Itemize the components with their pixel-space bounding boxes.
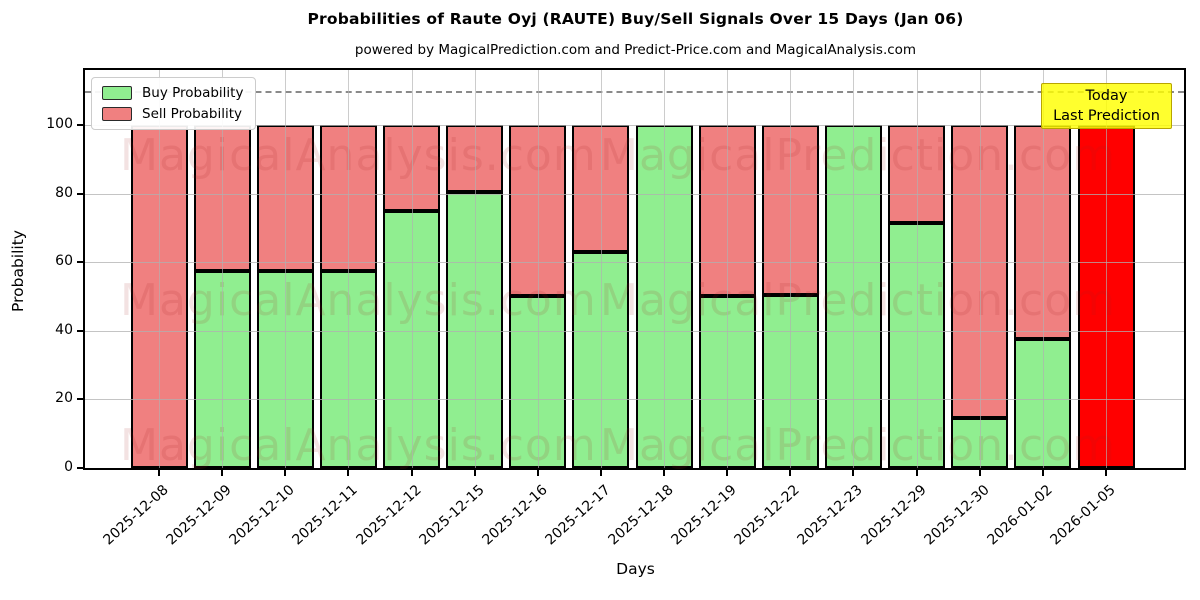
legend-item: Sell Probability — [102, 106, 243, 122]
watermark-text: MagicalPrediction.com — [600, 420, 1116, 471]
y-axis-label: Probability — [9, 230, 27, 312]
y-tick-mark — [77, 329, 83, 332]
legend-item: Buy Probability — [102, 85, 243, 101]
y-tick-label: 0 — [64, 459, 73, 475]
y-tick-mark — [77, 192, 83, 195]
watermark-text: MagicalAnalysis.com — [120, 275, 597, 326]
legend-item-label: Sell Probability — [142, 106, 243, 122]
x-tick-mark — [473, 470, 476, 476]
horizontal-gridline — [85, 399, 1184, 401]
vertical-gridline — [285, 70, 287, 468]
vertical-gridline — [474, 70, 476, 468]
vertical-gridline — [222, 70, 224, 468]
x-tick-mark — [789, 470, 792, 476]
x-tick-mark — [284, 470, 287, 476]
watermark-text: MagicalPrediction.com — [600, 130, 1116, 181]
legend-swatch — [102, 86, 132, 100]
horizontal-gridline — [85, 193, 1184, 195]
y-tick-label: 60 — [55, 253, 73, 270]
x-tick-mark — [158, 470, 160, 476]
watermark-text: MagicalAnalysis.com — [120, 420, 597, 471]
chart-title: Probabilities of Raute Oyj (RAUTE) Buy/S… — [307, 10, 964, 28]
x-tick-mark — [915, 470, 918, 476]
x-tick-mark — [347, 470, 350, 476]
vertical-gridline — [600, 70, 602, 468]
vertical-gridline — [537, 70, 539, 468]
vertical-gridline — [790, 70, 792, 468]
watermark-text: MagicalPrediction.com — [600, 275, 1116, 326]
today-annotation: Today Last Prediction — [1041, 83, 1172, 129]
x-tick-mark — [852, 470, 855, 476]
x-tick-mark — [726, 470, 729, 476]
vertical-gridline — [916, 70, 918, 468]
watermark-text: MagicalAnalysis.com — [120, 130, 597, 181]
vertical-gridline — [1106, 70, 1107, 468]
today-annotation-line2: Last Prediction — [1053, 108, 1160, 124]
y-tick-label: 20 — [55, 390, 73, 407]
vertical-gridline — [727, 70, 729, 468]
dashed-threshold-line — [85, 90, 1184, 93]
horizontal-gridline — [85, 124, 1184, 126]
y-tick-mark — [77, 467, 83, 469]
x-tick-mark — [599, 470, 602, 476]
x-tick-mark — [221, 470, 224, 476]
x-axis-label: Days — [616, 560, 655, 578]
vertical-gridline — [411, 70, 413, 468]
y-tick-label: 80 — [55, 184, 73, 201]
y-tick-mark — [77, 398, 83, 401]
chart-subtitle: powered by MagicalPrediction.com and Pre… — [354, 42, 917, 58]
horizontal-gridline — [85, 330, 1184, 332]
vertical-gridline — [853, 70, 855, 468]
x-tick-mark — [1105, 470, 1107, 476]
x-tick-mark — [1041, 470, 1044, 476]
legend-item-label: Buy Probability — [142, 85, 244, 101]
vertical-gridline — [664, 70, 666, 468]
x-tick-mark — [663, 470, 666, 476]
horizontal-gridline — [85, 262, 1184, 264]
legend-swatch — [102, 107, 132, 121]
legend: Buy Probability Sell Probability — [91, 77, 257, 130]
vertical-gridline — [159, 70, 160, 468]
vertical-gridline — [1042, 70, 1044, 468]
y-tick-label: 40 — [55, 321, 73, 338]
x-tick-mark — [978, 470, 981, 476]
x-tick-mark — [410, 470, 413, 476]
plot-area: MagicalAnalysis.com MagicalPrediction.com… — [85, 70, 1184, 471]
vertical-gridline — [979, 70, 981, 468]
y-tick-mark — [77, 261, 83, 264]
vertical-gridline — [348, 70, 350, 468]
x-tick-mark — [536, 470, 539, 476]
y-tick-mark — [77, 123, 83, 126]
y-tick-label: 100 — [46, 115, 73, 132]
today-annotation-line1: Today — [1085, 88, 1128, 104]
